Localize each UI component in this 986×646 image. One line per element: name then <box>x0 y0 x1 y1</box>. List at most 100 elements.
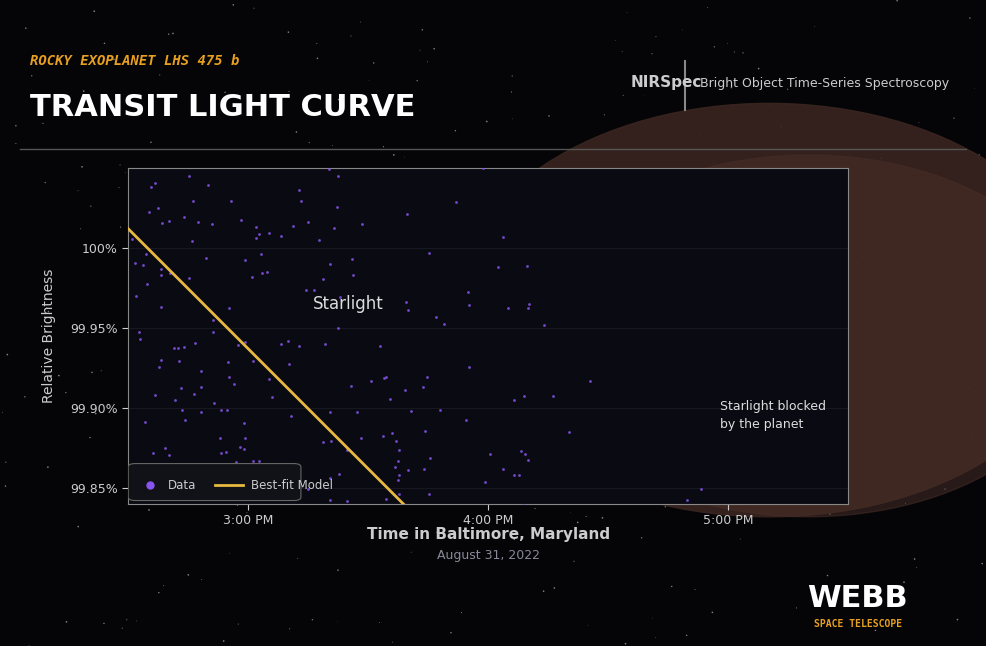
Point <box>283 411 299 421</box>
Point <box>744 324 760 334</box>
Point <box>517 317 532 328</box>
Point <box>193 366 209 376</box>
Point <box>706 42 722 52</box>
Point <box>323 574 339 584</box>
Point <box>331 292 347 302</box>
Point <box>750 63 766 74</box>
Point <box>534 600 550 610</box>
Point <box>219 447 235 457</box>
Point <box>678 488 694 498</box>
Point <box>578 512 594 522</box>
Point <box>536 320 552 331</box>
Circle shape <box>532 155 986 517</box>
Point <box>357 614 373 624</box>
Point <box>815 595 831 605</box>
Point <box>238 433 253 443</box>
Point <box>385 152 400 162</box>
Point <box>339 495 355 506</box>
Point <box>132 333 148 344</box>
Point <box>212 109 228 119</box>
Point <box>518 449 533 459</box>
Point <box>204 219 220 229</box>
Text: WEBB: WEBB <box>808 584 908 613</box>
Point <box>409 76 425 86</box>
Point <box>538 216 554 226</box>
Point <box>482 448 498 459</box>
Point <box>474 501 490 512</box>
Circle shape <box>454 103 986 517</box>
Point <box>479 116 495 127</box>
Point <box>834 354 850 364</box>
Point <box>390 445 406 455</box>
Point <box>139 517 155 528</box>
Point <box>143 182 159 192</box>
Point <box>185 196 201 207</box>
Point <box>58 617 74 627</box>
Point <box>772 605 788 615</box>
Text: ROCKY EXOPLANET LHS 475 b: ROCKY EXOPLANET LHS 475 b <box>30 54 239 68</box>
Point <box>213 448 229 458</box>
Point <box>541 598 557 608</box>
Point <box>203 304 219 315</box>
Point <box>364 376 380 386</box>
Point <box>329 202 345 212</box>
Point <box>789 451 805 461</box>
Point <box>180 570 196 580</box>
Point <box>520 589 535 599</box>
Point <box>124 540 140 550</box>
Point <box>316 274 331 284</box>
Point <box>550 645 566 646</box>
Point <box>573 563 589 573</box>
Point <box>401 231 417 241</box>
Point <box>226 0 242 10</box>
Point <box>372 618 387 628</box>
Point <box>437 237 453 247</box>
Point <box>366 591 382 601</box>
Point <box>688 631 704 641</box>
Point <box>674 408 690 419</box>
Point <box>102 483 117 493</box>
Point <box>550 290 566 300</box>
Point <box>380 628 395 638</box>
Point <box>216 636 232 646</box>
Point <box>167 395 182 405</box>
Point <box>964 430 980 440</box>
Point <box>517 282 532 292</box>
Point <box>533 572 549 583</box>
Point <box>822 509 838 519</box>
Point <box>330 171 346 181</box>
Point <box>124 233 140 244</box>
Point <box>264 392 280 402</box>
Point <box>476 537 492 547</box>
Text: SPACE TELESCOPE: SPACE TELESCOPE <box>813 619 902 629</box>
Point <box>827 184 843 194</box>
Point <box>161 450 176 460</box>
Point <box>391 470 407 481</box>
Point <box>194 574 210 585</box>
Point <box>400 614 416 625</box>
Point <box>384 428 399 438</box>
Point <box>506 395 522 405</box>
Point <box>796 490 811 501</box>
Point <box>323 436 339 446</box>
Point <box>285 221 301 231</box>
Point <box>524 505 539 516</box>
Point <box>346 543 362 554</box>
Point <box>339 444 355 455</box>
Point <box>150 572 166 582</box>
Point <box>810 242 825 252</box>
Point <box>302 138 317 148</box>
Point <box>461 513 477 523</box>
Point <box>261 227 277 238</box>
Point <box>205 326 221 337</box>
Point <box>84 367 100 377</box>
Point <box>422 453 438 463</box>
Point <box>450 545 465 556</box>
Point <box>390 456 406 466</box>
Text: Bright Object Time-Series Spectroscopy: Bright Object Time-Series Spectroscopy <box>700 78 950 90</box>
Point <box>665 553 680 563</box>
Point <box>329 616 345 627</box>
Point <box>897 498 913 508</box>
Point <box>762 100 778 110</box>
Point <box>221 372 237 382</box>
